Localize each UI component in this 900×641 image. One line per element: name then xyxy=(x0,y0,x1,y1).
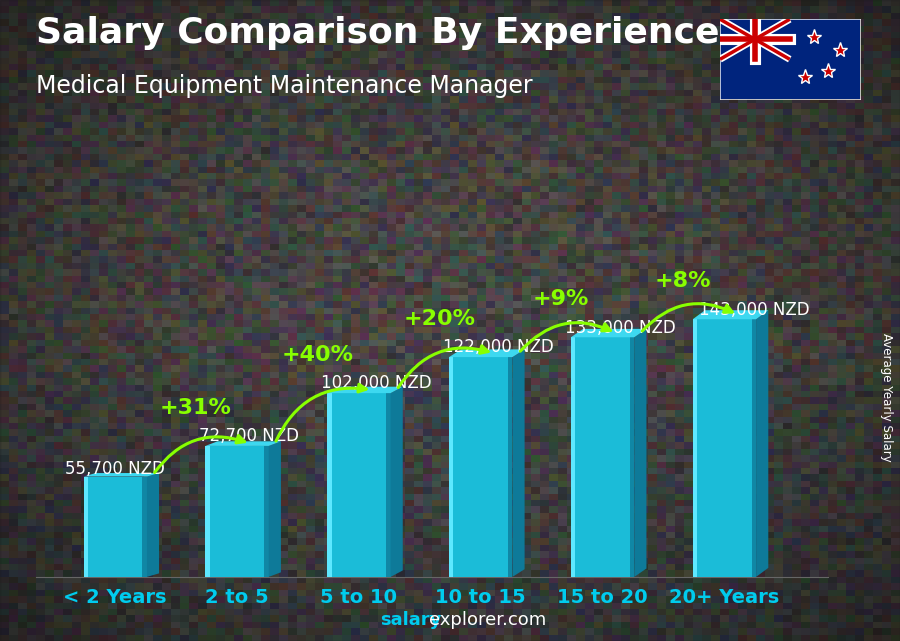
Polygon shape xyxy=(84,476,88,577)
Polygon shape xyxy=(142,476,147,577)
Polygon shape xyxy=(571,337,634,577)
Polygon shape xyxy=(269,442,281,577)
Polygon shape xyxy=(449,349,525,357)
Text: Medical Equipment Maintenance Manager: Medical Equipment Maintenance Manager xyxy=(36,74,533,97)
Text: +20%: +20% xyxy=(403,309,475,329)
Polygon shape xyxy=(630,337,634,577)
Polygon shape xyxy=(693,319,698,577)
Polygon shape xyxy=(205,446,269,577)
Text: 143,000 NZD: 143,000 NZD xyxy=(698,301,809,319)
Text: explorer.com: explorer.com xyxy=(429,612,546,629)
Text: +8%: +8% xyxy=(655,271,711,291)
Polygon shape xyxy=(449,357,454,577)
Polygon shape xyxy=(265,446,269,577)
Text: +40%: +40% xyxy=(282,345,354,365)
Polygon shape xyxy=(328,393,331,577)
Polygon shape xyxy=(508,357,512,577)
Text: +9%: +9% xyxy=(533,289,590,309)
Polygon shape xyxy=(634,329,646,577)
Polygon shape xyxy=(328,387,403,393)
Text: salary: salary xyxy=(380,612,441,629)
Text: Average Yearly Salary: Average Yearly Salary xyxy=(880,333,893,462)
Text: 122,000 NZD: 122,000 NZD xyxy=(443,338,554,356)
Polygon shape xyxy=(205,446,210,577)
Polygon shape xyxy=(571,329,646,337)
Polygon shape xyxy=(386,393,391,577)
Polygon shape xyxy=(756,310,769,577)
Polygon shape xyxy=(693,310,769,319)
Polygon shape xyxy=(84,476,147,577)
Polygon shape xyxy=(84,473,159,476)
Polygon shape xyxy=(147,473,159,577)
Polygon shape xyxy=(328,393,391,577)
Polygon shape xyxy=(752,319,756,577)
Text: 133,000 NZD: 133,000 NZD xyxy=(565,319,676,337)
Polygon shape xyxy=(449,357,512,577)
Text: Salary Comparison By Experience: Salary Comparison By Experience xyxy=(36,16,719,50)
Polygon shape xyxy=(571,337,575,577)
Text: 102,000 NZD: 102,000 NZD xyxy=(321,374,432,392)
Polygon shape xyxy=(512,349,525,577)
Text: +31%: +31% xyxy=(159,397,231,417)
Polygon shape xyxy=(693,319,756,577)
Text: 55,700 NZD: 55,700 NZD xyxy=(65,460,165,478)
Polygon shape xyxy=(205,442,281,446)
Polygon shape xyxy=(391,387,403,577)
Text: 72,700 NZD: 72,700 NZD xyxy=(199,428,300,445)
